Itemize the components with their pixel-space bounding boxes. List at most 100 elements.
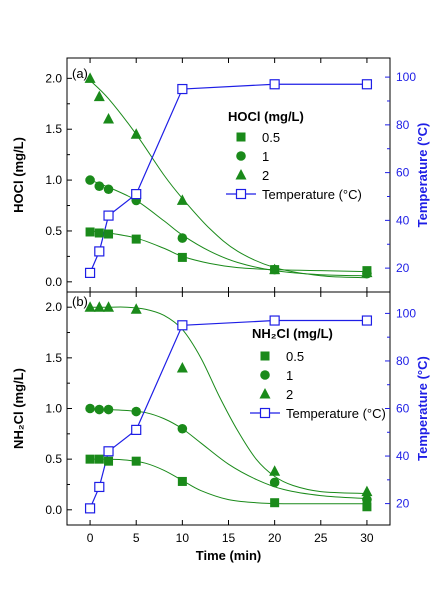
data-point-open-square <box>269 315 280 326</box>
legend-label: Temperature (°C) <box>286 406 386 421</box>
legend-marker <box>259 388 271 399</box>
legend-marker <box>235 169 247 180</box>
panel-a: 0.0 0.5 1.0 1.5 2.0 20 40 60 80 100 HOCl (mg/L) Tem… <box>11 57 430 293</box>
data-point-square <box>131 234 141 244</box>
data-point-square <box>131 456 141 466</box>
data-point-open-square <box>177 320 188 331</box>
data-point-triangle <box>84 301 96 312</box>
data-point-triangle <box>103 113 115 124</box>
data-point-triangle <box>130 128 142 139</box>
y2-tick-label: 20 <box>396 261 410 275</box>
data-point-square <box>104 229 114 239</box>
legend-label: 0.5 <box>262 130 280 145</box>
data-point-circle <box>177 233 188 243</box>
legend-title: HOCl (mg/L) <box>228 109 304 124</box>
data-point-square <box>94 454 104 464</box>
data-point-square <box>362 502 372 512</box>
data-point-open-square <box>131 189 142 200</box>
data-point-circle <box>103 404 114 415</box>
y-tick-label: 0.0 <box>45 503 62 517</box>
data-point-square <box>94 228 104 238</box>
data-point-square <box>85 227 95 237</box>
data-point-open-square <box>131 424 142 435</box>
legend-label: 0.5 <box>286 349 304 364</box>
y2-axis-label: Temperature (°C) <box>415 123 430 228</box>
legend: HOCl (mg/L) 0.5 1 2 Temperature (°C) <box>226 109 362 202</box>
legend-marker <box>235 188 247 200</box>
fit-curve-1 <box>89 179 367 277</box>
legend-title: NH₂Cl (mg/L) <box>252 326 333 341</box>
data-point-circle <box>94 404 105 415</box>
data-point-open-square <box>103 210 114 221</box>
y-tick-label: 0.0 <box>45 275 62 289</box>
y-axis-label: NH₂Cl (mg/L) <box>11 368 26 449</box>
x-tick-label: 20 <box>268 531 282 545</box>
y2-tick-label: 100 <box>396 70 416 84</box>
y-tick-label: 1.5 <box>45 122 62 136</box>
y-axis-label: HOCl (mg/L) <box>11 137 26 213</box>
y-tick-label: 1.0 <box>45 173 62 187</box>
y-tick-label: 0.5 <box>45 224 62 238</box>
data-point-triangle <box>176 361 188 373</box>
legend: NH₂Cl (mg/L) 0.5 1 2 Temperature (°C) <box>250 326 386 421</box>
fit-curve-0.5 <box>90 458 367 505</box>
data-point-open-square <box>94 481 105 493</box>
y-tick-label: 2.0 <box>45 300 62 314</box>
legend-marker <box>260 351 270 361</box>
legend-marker <box>236 151 246 161</box>
y2-tick-label: 100 <box>396 306 416 320</box>
x-tick-label: 0 <box>87 531 94 545</box>
data-point-square <box>177 252 187 262</box>
data-point-triangle <box>361 266 373 278</box>
data-point-circle <box>103 184 114 195</box>
legend-marker <box>259 407 271 419</box>
x-axis-label: Time (min) <box>196 548 262 563</box>
fit-curve-2 <box>89 80 367 279</box>
fit-curve-2 <box>90 306 367 495</box>
data-point-circle <box>85 403 95 414</box>
y2-tick-label: 20 <box>396 497 410 511</box>
legend-label: Temperature (°C) <box>262 187 362 202</box>
x-tick-label: 5 <box>133 531 140 545</box>
y2-tick-label: 60 <box>396 402 410 416</box>
data-point-circle <box>269 477 280 488</box>
legend-label: 2 <box>286 387 293 402</box>
legend-marker <box>236 132 246 142</box>
y-tick-label: 0.5 <box>45 452 62 466</box>
data-point-circle <box>177 423 188 434</box>
data-point-open-square <box>177 83 188 95</box>
data-point-circle <box>94 181 105 191</box>
data-point-triangle <box>84 72 96 83</box>
y-tick-label: 1.0 <box>45 402 62 416</box>
data-point-triangle <box>176 194 188 205</box>
data-point-open-square <box>361 79 373 90</box>
legend-label: 1 <box>262 149 269 164</box>
panel-label: (a) <box>72 66 88 81</box>
data-point-triangle <box>269 465 281 476</box>
data-point-triangle <box>103 301 115 312</box>
data-point-circle <box>362 494 372 505</box>
data-point-open-square <box>84 267 96 278</box>
legend-label: 1 <box>286 368 293 383</box>
x-tick-label: 10 <box>176 531 190 545</box>
y2-tick-label: 60 <box>396 166 410 180</box>
data-point-open-square <box>84 503 96 514</box>
data-point-triangle <box>269 263 281 275</box>
legend-label: 2 <box>262 168 269 183</box>
data-point-square <box>177 476 187 486</box>
data-point-circle <box>85 175 95 185</box>
data-point-square <box>85 454 95 464</box>
data-point-open-square <box>361 315 373 326</box>
y-tick-label: 2.0 <box>45 71 62 85</box>
x-tick-label: 15 <box>222 531 236 545</box>
y2-tick-label: 80 <box>396 354 410 368</box>
y-tick-label: 1.5 <box>45 351 62 365</box>
y2-tick-label: 40 <box>396 449 410 463</box>
y2-tick-label: 40 <box>396 213 410 227</box>
data-point-triangle <box>361 485 373 497</box>
data-point-square <box>104 456 114 466</box>
data-point-square <box>270 498 280 508</box>
data-point-circle <box>131 406 142 417</box>
fit-curve-0.5 <box>90 230 367 273</box>
